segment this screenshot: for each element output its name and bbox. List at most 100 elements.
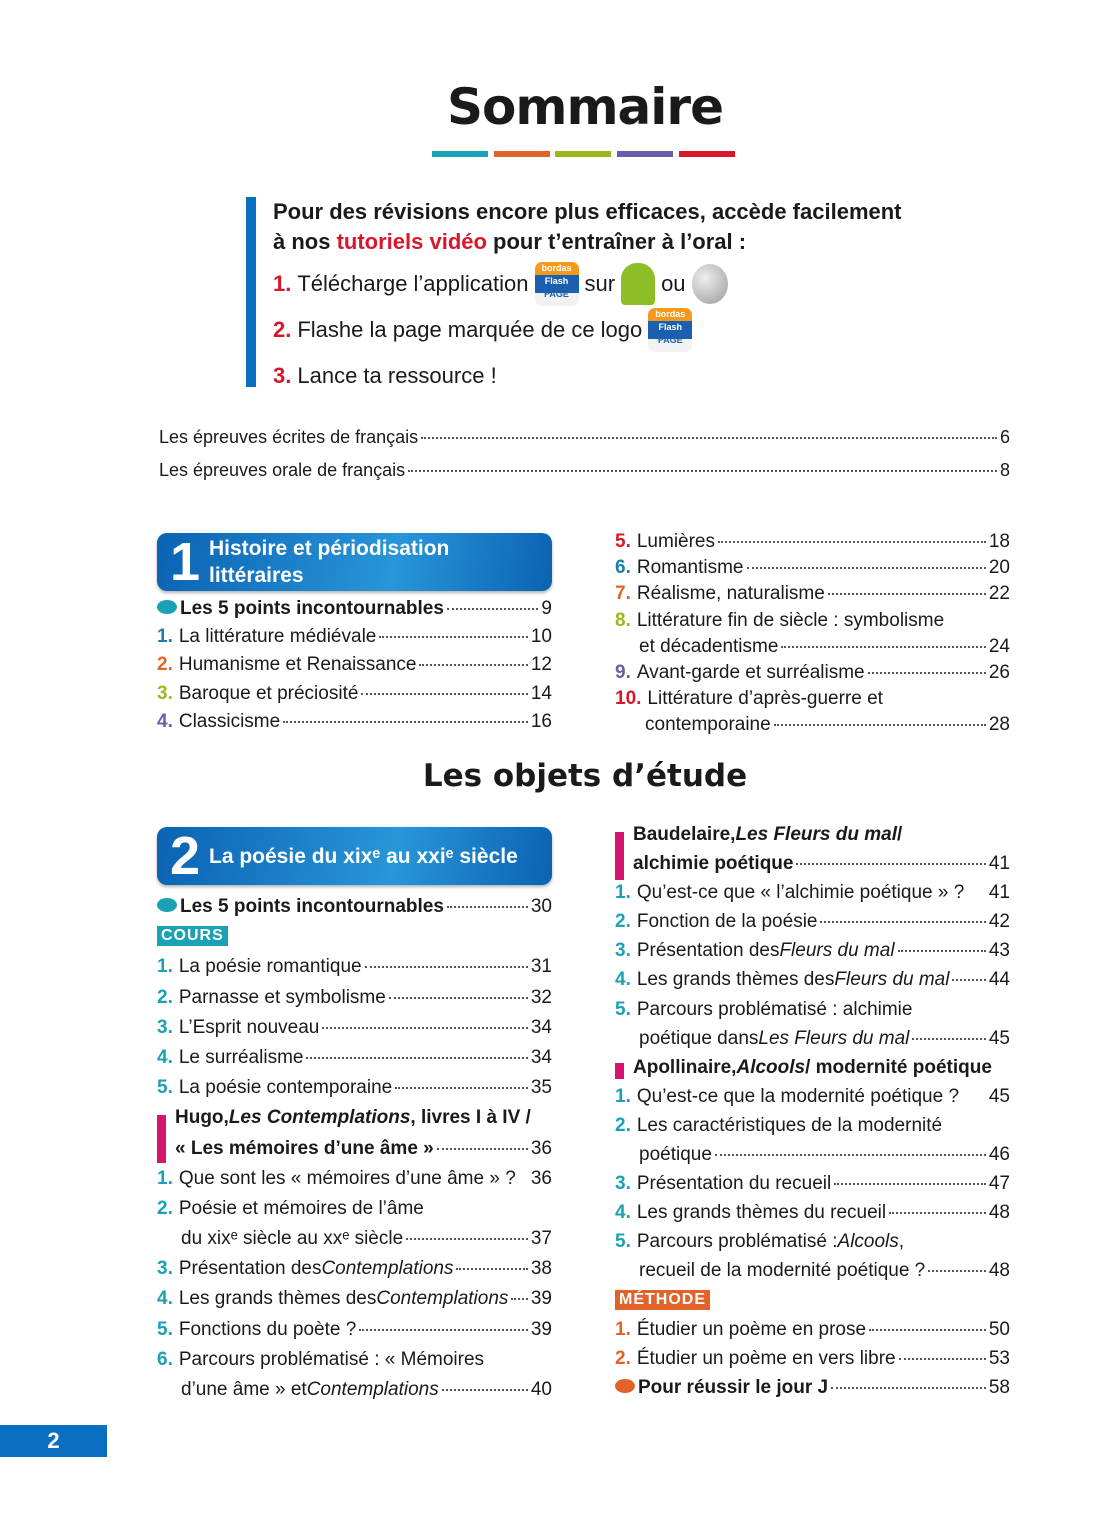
toc-entry[interactable]: Baudelaire, Les Fleurs du mal / alchimie … [615, 824, 1010, 882]
page-number: 39 [530, 1318, 552, 1340]
title-bar-orange [494, 151, 550, 157]
entry-line: alchimie poétique 41 [615, 853, 1010, 882]
dot-leader [912, 1037, 986, 1040]
entry-text: Présentation du recueil [636, 1173, 832, 1195]
toc-entry[interactable]: 3. Présentation du recueil 47 [615, 1173, 1010, 1202]
toc-entry[interactable]: 3. Baroque et préciosité 14 [157, 683, 552, 711]
intro-text: à nos [273, 229, 337, 254]
dot-leader [511, 1298, 528, 1301]
entry-number: 3. [157, 682, 173, 704]
entry-line: 2. Humanisme et Renaissance 12 [157, 654, 552, 682]
toc-entry[interactable]: 4. Les grands thèmes des Contemplations 39 [157, 1288, 552, 1318]
entry-number: 4. [615, 969, 631, 991]
toc-entry[interactable]: Les épreuves écrites de français 6 [159, 427, 1010, 460]
toc-entry[interactable]: 7. Réalisme, naturalisme 22 [615, 583, 1010, 609]
entry-text: La poésie romantique [178, 956, 362, 978]
page-number: 43 [988, 940, 1010, 962]
toc-entry[interactable]: 10. Littérature d’après-guerre et contempo… [615, 688, 1010, 740]
toc-entry[interactable]: 2. Les caractéristiques de la modernité po… [615, 1115, 1010, 1173]
toc-entry[interactable]: 1. La littérature médiévale 10 [157, 626, 552, 654]
entry-line: 5. Fonctions du poète ? 39 [157, 1319, 552, 1349]
toc-entry[interactable]: 9. Avant-garde et surréalisme 26 [615, 662, 1010, 688]
entry-text: Alcools [736, 1056, 806, 1078]
step-text: Télécharge l’application [297, 271, 529, 296]
step-number: 2. [273, 317, 292, 342]
toc-entry[interactable]: 3. L’Esprit nouveau 34 [157, 1017, 552, 1047]
entry-line: 4. Les grands thèmes du recueil 48 [615, 1202, 1010, 1231]
entry-text: Parnasse et symbolisme [178, 986, 386, 1008]
page-number: 22 [988, 583, 1010, 605]
toc-entry[interactable]: 1. Que sont les « mémoires d’une âme » ? 3… [157, 1168, 552, 1198]
toc-entry[interactable]: 6. Parcours problématisé : « Mémoires d’un… [157, 1349, 552, 1409]
entry-title: Les épreuves orale de français [159, 460, 406, 480]
toc-entry[interactable]: 2. Fonction de la poésie 42 [615, 911, 1010, 940]
toc-entry[interactable]: 1. La poésie romantique 31 [157, 956, 552, 986]
toc-entry[interactable]: 8. Littérature fin de siècle : symbolisme… [615, 610, 1010, 662]
entry-text: recueil de la modernité poétique ? [639, 1260, 926, 1282]
toc-entry[interactable]: Apollinaire, Alcools / modernité poétiqu… [615, 1057, 1010, 1086]
dot-leader [781, 645, 986, 648]
toc-entry[interactable]: 5. Parcours problématisé : alchimie poétiq… [615, 999, 1010, 1057]
entry-line: 8. Littérature fin de siècle : symbolisme [615, 610, 1010, 636]
entry-text: Classicisme [178, 710, 281, 732]
dot-leader [388, 996, 528, 999]
toc-entry[interactable]: 1. Qu’est-ce que la modernité poétique ? 4… [615, 1086, 1010, 1115]
dot-leader [419, 664, 528, 667]
entry-line: 5. La poésie contemporaine 35 [157, 1077, 552, 1107]
toc-entry[interactable]: Pour réussir le jour J 58 [615, 1377, 1010, 1406]
toc-entry[interactable]: 1. Étudier un poème en prose 50 [615, 1319, 1010, 1348]
section-number: 2 [169, 826, 201, 886]
page-number: 31 [530, 956, 552, 978]
dot-leader [359, 1328, 528, 1331]
heading-objets-etude: Les objets d’étude [422, 758, 748, 794]
page-number: 40 [530, 1379, 552, 1400]
toc-entry[interactable]: Les 5 points incontournables 30 [157, 896, 552, 926]
toc-entry[interactable]: 5. Lumières 18 [615, 531, 1010, 557]
entry-number: 1. [615, 1318, 631, 1340]
entry-text: Les 5 points incontournables [180, 598, 444, 619]
entry-text: Romantisme [636, 557, 744, 579]
page-number: 14 [530, 682, 552, 704]
entry-line: 7. Réalisme, naturalisme 22 [615, 583, 1010, 609]
entry-line: 4. Classicisme 16 [157, 711, 552, 739]
toc-entry[interactable]: Hugo, Les Contemplations, livres I à IV … [157, 1107, 552, 1167]
toc-entry[interactable]: 5. Fonctions du poète ? 39 [157, 1319, 552, 1349]
entry-line: 5. Lumières 18 [615, 531, 1010, 557]
toc-entry[interactable]: 4. Les grands thèmes des Fleurs du mal 44 [615, 969, 1010, 998]
toc-entry[interactable]: 4. Classicisme 16 [157, 711, 552, 739]
toc-entry[interactable]: 2. Humanisme et Renaissance 12 [157, 654, 552, 682]
dot-leader [746, 567, 986, 570]
section-tag-row: COURS [157, 926, 552, 956]
toc-entry[interactable]: 5. La poésie contemporaine 35 [157, 1077, 552, 1107]
toc-entry[interactable]: 3. Présentation des Fleurs du mal 43 [615, 940, 1010, 969]
entry-number: 6. [157, 1348, 173, 1370]
pink-marker-icon [157, 1115, 166, 1164]
entry-line: 6. Romantisme 20 [615, 557, 1010, 583]
toc-entry[interactable]: Les épreuves orale de français 8 [159, 460, 1010, 493]
toc-entry[interactable]: 6. Romantisme 20 [615, 557, 1010, 583]
toc-entry[interactable]: 4. Le surréalisme 34 [157, 1047, 552, 1077]
entry-line: 1. Que sont les « mémoires d’une âme » ? 3… [157, 1168, 552, 1198]
toc-entry[interactable]: 2. Parnasse et symbolisme 32 [157, 987, 552, 1017]
section-1-list-left: Les 5 points incontournables 9 1. La littér… [157, 598, 552, 739]
section-title: Histoire et périodisation littéraires [209, 537, 450, 587]
page-number: 39 [530, 1288, 552, 1310]
toc-entry[interactable]: 4. Les grands thèmes du recueil 48 [615, 1202, 1010, 1231]
entry-line: d’une âme » et Contemplations 40 [157, 1379, 552, 1409]
flashpage-logo-icon: bordas Flash PAGE [534, 262, 579, 306]
entry-number: 3. [615, 940, 631, 962]
toc-entry[interactable]: 2. Poésie et mémoires de l’âme du xixᵉ siè… [157, 1198, 552, 1258]
toc-entry[interactable]: 1. Qu’est-ce que « l’alchimie poétique » … [615, 882, 1010, 911]
toc-entry[interactable]: 5. Parcours problématisé : Alcools, recuei… [615, 1231, 1010, 1289]
dot-leader [718, 541, 986, 543]
entry-number: 2. [157, 1197, 173, 1219]
toc-entry[interactable]: 3. Présentation des Contemplations 38 [157, 1258, 552, 1288]
title-bar-red [679, 151, 735, 157]
section-2-list-left: Les 5 points incontournables 30 COURS 1. La … [157, 896, 552, 1409]
entry-number: 1. [157, 626, 173, 648]
dot-leader [928, 1270, 986, 1273]
toc-entry[interactable]: Les 5 points incontournables 9 [157, 598, 552, 626]
toc-entry[interactable]: 2. Étudier un poème en vers libre 53 [615, 1348, 1010, 1377]
entry-number: 5. [615, 998, 631, 1020]
entry-line: 6. Parcours problématisé : « Mémoires [157, 1349, 552, 1379]
